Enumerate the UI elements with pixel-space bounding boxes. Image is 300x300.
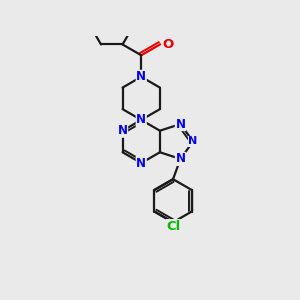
Text: Cl: Cl <box>166 220 180 233</box>
Text: N: N <box>176 118 185 130</box>
Text: N: N <box>118 124 128 137</box>
Text: N: N <box>136 113 146 126</box>
Text: N: N <box>136 70 146 83</box>
Text: N: N <box>188 136 198 146</box>
Text: O: O <box>162 38 173 51</box>
Text: N: N <box>136 157 146 169</box>
Text: N: N <box>176 152 185 165</box>
